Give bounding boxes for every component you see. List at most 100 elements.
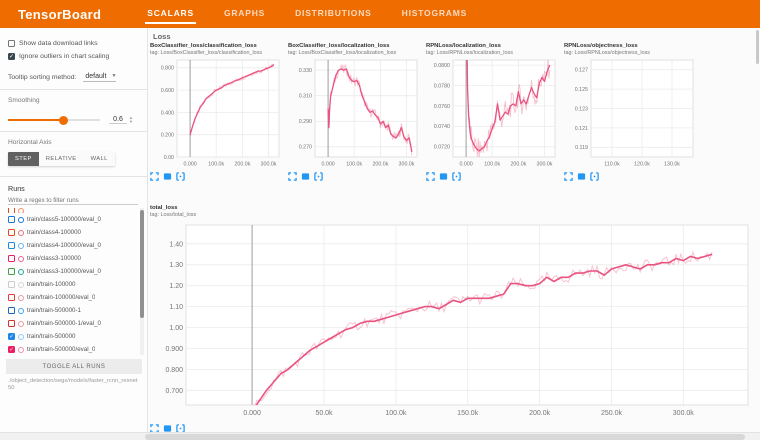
run-color-circle[interactable] — [18, 281, 24, 288]
tab-scalars[interactable]: SCALARS — [145, 4, 196, 24]
log-scale-icon[interactable] — [439, 172, 448, 181]
run-checkbox[interactable] — [8, 208, 15, 213]
svg-text:0.00: 0.00 — [164, 154, 174, 160]
log-scale-icon[interactable] — [163, 172, 172, 181]
svg-text:100.0k: 100.0k — [208, 161, 224, 167]
run-color-circle[interactable] — [18, 268, 24, 275]
tab-graphs[interactable]: GRAPHS — [223, 8, 266, 18]
show-download-links-label: Show data download links — [19, 40, 98, 47]
run-row[interactable]: train/class3-100000/eval_0 — [2, 265, 147, 278]
tooltip-sorting-dropdown[interactable]: default ▼ — [83, 73, 117, 82]
smoothing-value[interactable]: 0.6 — [109, 116, 127, 124]
run-checkbox[interactable] — [8, 307, 15, 314]
smoothing-slider-thumb[interactable] — [59, 115, 69, 125]
axis-button-relative[interactable]: RELATIVE — [38, 152, 84, 166]
run-checkbox[interactable] — [8, 268, 15, 275]
run-color-circle[interactable] — [18, 294, 24, 301]
run-row[interactable]: train/train-100000/eval_0 — [2, 291, 147, 304]
run-filter-input[interactable] — [8, 197, 138, 205]
svg-text:1.10: 1.10 — [169, 304, 183, 311]
run-row[interactable] — [2, 208, 147, 213]
run-color-circle[interactable] — [18, 320, 24, 327]
run-checkbox[interactable] — [8, 255, 15, 262]
run-checkbox[interactable] — [8, 294, 15, 301]
smoothing-slider[interactable] — [8, 115, 100, 125]
chart-toolbar — [288, 171, 421, 181]
fit-domain-icon[interactable] — [590, 171, 599, 181]
run-row[interactable]: ✓ train/train-500000 — [2, 330, 147, 343]
run-row[interactable]: train/train-500000-1/eval_0 — [2, 317, 147, 330]
expand-chart-icon[interactable] — [150, 423, 159, 433]
run-color-circle[interactable] — [18, 229, 24, 236]
chart-title: RPNLoss/objectness_loss — [564, 43, 638, 49]
axis-button-step[interactable]: STEP — [8, 152, 39, 166]
chart-tag: tag: Loss/BoxClassifier_loss/localizatio… — [288, 50, 397, 56]
svg-text:0.700: 0.700 — [165, 387, 183, 394]
smoothing-spinner[interactable]: ▲ ▼ — [129, 115, 133, 124]
run-color-circle[interactable] — [18, 255, 24, 262]
run-color-circle[interactable] — [18, 333, 24, 340]
svg-text:0.900: 0.900 — [165, 345, 183, 352]
chart-plot[interactable]: 0.270 0.290 0.310 0.330 0.000 100.0k 200.0k 300… — [288, 57, 421, 169]
expand-chart-icon[interactable] — [426, 171, 435, 181]
svg-text:250.0k: 250.0k — [601, 410, 623, 417]
run-row[interactable]: train/class3-100000 — [2, 252, 147, 265]
run-row[interactable]: train/class4-100000/eval_0 — [2, 239, 147, 252]
run-color-circle[interactable] — [18, 208, 24, 213]
run-color-circle[interactable] — [18, 307, 24, 314]
run-row[interactable]: ✓ train/train-500000/eval_0 — [2, 343, 147, 355]
tooltip-sorting-value: default — [85, 73, 107, 80]
log-scale-icon[interactable] — [163, 424, 172, 433]
run-label: train/class3-100000 — [27, 255, 82, 262]
run-color-circle[interactable] — [18, 242, 24, 249]
run-checkbox[interactable]: ✓ — [8, 346, 15, 353]
run-checkbox[interactable] — [8, 229, 15, 236]
svg-text:100.0k: 100.0k — [484, 161, 500, 167]
runs-scrollbar-thumb[interactable] — [140, 210, 144, 318]
run-row[interactable]: train/class4-100000 — [2, 226, 147, 239]
svg-text:0.290: 0.290 — [299, 119, 312, 125]
expand-chart-icon[interactable] — [288, 171, 297, 181]
chart-plot[interactable]: 0.00 0.200 0.400 0.600 0.800 0.000 100.0k 200.0… — [150, 57, 283, 169]
log-scale-icon[interactable] — [577, 172, 586, 181]
main-vertical-scrollbar-thumb[interactable] — [756, 30, 759, 64]
show-download-links-checkbox[interactable] — [8, 40, 15, 47]
run-checkbox[interactable] — [8, 216, 15, 223]
small-charts-row: BoxClassifier_loss/classification_loss ta… — [150, 43, 697, 181]
run-row[interactable]: train/class5-100000/eval_0 — [2, 213, 147, 226]
ignore-outliers-checkbox[interactable]: ✓ — [8, 53, 15, 60]
tab-histograms[interactable]: HISTOGRAMS — [401, 8, 468, 18]
run-checkbox[interactable] — [8, 281, 15, 288]
chart-card-boxclassifier-loss-classification-loss: BoxClassifier_loss/classification_loss ta… — [150, 43, 283, 181]
horizontal-scrollbar[interactable] — [0, 432, 760, 440]
horizontal-scrollbar-thumb[interactable] — [145, 434, 745, 440]
runs-scrollbar[interactable] — [140, 208, 144, 355]
runs-list: train/class5-100000/eval_0 train/class4-1… — [2, 208, 147, 355]
run-row[interactable]: train/train-500000-1 — [2, 304, 147, 317]
axis-button-wall[interactable]: WALL — [83, 152, 115, 166]
toggle-all-runs-button[interactable]: TOGGLE ALL RUNS — [6, 359, 142, 374]
svg-text:200.0k: 200.0k — [372, 161, 388, 167]
run-color-circle[interactable] — [18, 346, 24, 353]
horizontal-axis-buttons: STEP RELATIVE WALL — [8, 152, 115, 166]
run-row[interactable]: train/train-100000 — [2, 278, 147, 291]
chart-plot[interactable]: 0.119 0.121 0.123 0.125 0.127 110.0k 120.0k 130… — [564, 57, 697, 169]
run-color-circle[interactable] — [18, 216, 24, 223]
tab-distributions[interactable]: DISTRIBUTIONS — [295, 8, 372, 18]
log-scale-icon[interactable] — [301, 172, 310, 181]
svg-text:0.000: 0.000 — [321, 161, 334, 167]
fit-domain-icon[interactable] — [314, 171, 323, 181]
chart-plot[interactable]: 0.0720 0.0740 0.0760 0.0780 0.0800 0.000 100.0… — [426, 57, 559, 169]
run-checkbox[interactable] — [8, 320, 15, 327]
expand-chart-icon[interactable] — [564, 171, 573, 181]
fit-domain-icon[interactable] — [176, 171, 185, 181]
svg-text:120.0k: 120.0k — [634, 161, 650, 167]
fit-domain-icon[interactable] — [452, 171, 461, 181]
expand-chart-icon[interactable] — [150, 171, 159, 181]
total-loss-plot[interactable]: 0.700 0.800 0.900 1.00 1.10 1.20 1.30 1.40 0.000… — [150, 219, 756, 421]
run-checkbox[interactable] — [8, 242, 15, 249]
svg-text:0.000: 0.000 — [243, 410, 261, 417]
fit-domain-icon[interactable] — [176, 423, 185, 433]
run-checkbox[interactable]: ✓ — [8, 333, 15, 340]
chart-card-rpnloss-localization-loss: RPNLoss/localization_loss tag: Loss/RPNLo… — [426, 43, 559, 181]
